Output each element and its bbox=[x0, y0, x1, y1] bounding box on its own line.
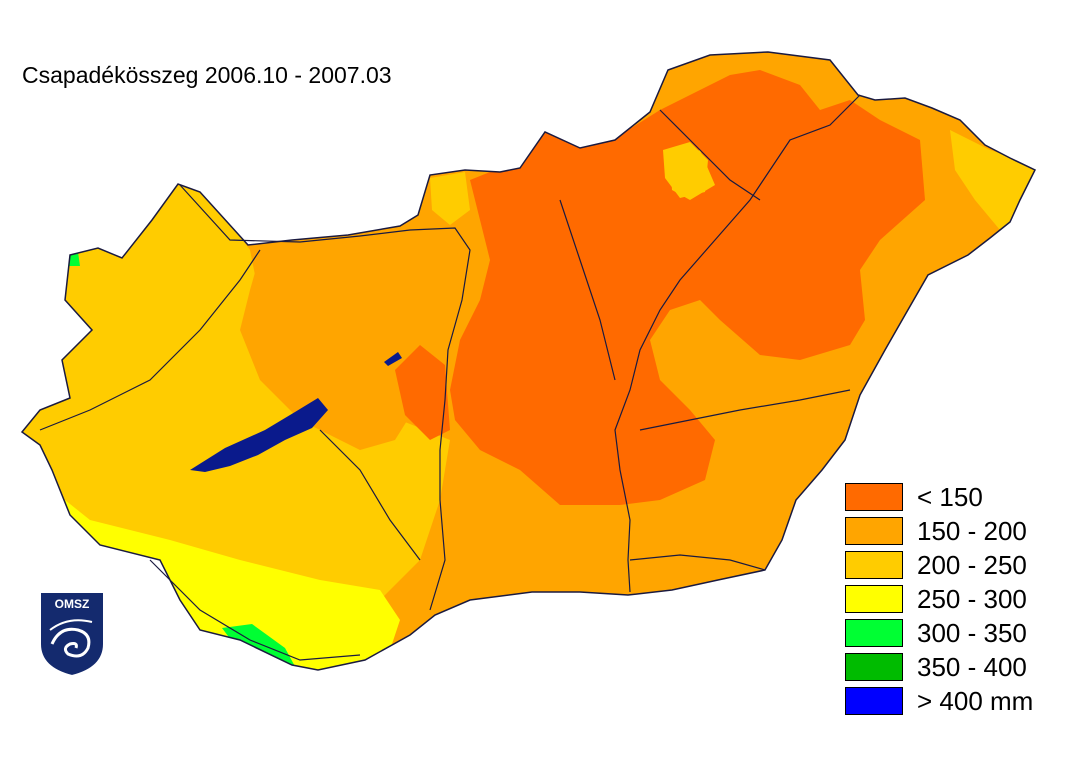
zone-lt150-central bbox=[450, 70, 925, 505]
legend-item: 150 - 200 bbox=[845, 514, 1033, 548]
legend-label: 200 - 250 bbox=[917, 549, 1027, 580]
river-drava bbox=[149, 559, 361, 661]
zone-200-250-ne bbox=[950, 130, 1035, 230]
legend-label: 350 - 400 bbox=[917, 651, 1027, 682]
legend-swatch bbox=[845, 483, 903, 511]
legend-label: < 150 bbox=[917, 481, 983, 512]
lake-velence bbox=[384, 352, 402, 366]
map-title: Csapadékösszeg 2006.10 - 2007.03 bbox=[22, 62, 392, 88]
country-border bbox=[20, 51, 1037, 671]
river-raba bbox=[39, 249, 261, 431]
river-koros bbox=[639, 389, 851, 431]
logo-text: OMSZ bbox=[54, 597, 90, 611]
legend-swatch bbox=[845, 551, 903, 579]
rivers bbox=[39, 94, 861, 661]
legend-swatch bbox=[845, 517, 903, 545]
legend-item: 250 - 300 bbox=[845, 582, 1033, 616]
river-maros bbox=[629, 554, 766, 571]
logo-shield-icon bbox=[39, 591, 105, 678]
legend-item: 300 - 350 bbox=[845, 616, 1033, 650]
river-tisza bbox=[614, 94, 861, 593]
legend-label: 300 - 350 bbox=[917, 617, 1027, 648]
omsz-logo: OMSZ bbox=[38, 590, 106, 678]
legend-item: 200 - 250 bbox=[845, 548, 1033, 582]
legend-swatch bbox=[845, 653, 903, 681]
river-sajo bbox=[659, 109, 761, 201]
legend-swatch bbox=[845, 687, 903, 715]
legend-item: 350 - 400 bbox=[845, 650, 1033, 684]
legend-label: 150 - 200 bbox=[917, 515, 1027, 546]
zone-150-200-north-center bbox=[670, 150, 715, 200]
legend-swatch bbox=[845, 585, 903, 613]
legend-swatch bbox=[845, 619, 903, 647]
legend-label: 250 - 300 bbox=[917, 583, 1027, 614]
zone-250-300-south bbox=[40, 480, 400, 670]
river-sio bbox=[319, 429, 421, 561]
river-zagyva bbox=[559, 199, 616, 381]
legend-item: < 150 bbox=[845, 480, 1033, 514]
legend: < 150 150 - 200 200 - 250 250 - 300 300 … bbox=[845, 480, 1033, 718]
zone-200-250-north bbox=[430, 172, 470, 225]
legend-label: > 400 mm bbox=[917, 685, 1034, 716]
river-danube bbox=[179, 184, 471, 611]
legend-item: > 400 mm bbox=[845, 684, 1033, 718]
zone-lt150-danube-east bbox=[395, 345, 450, 440]
lake-balaton bbox=[190, 398, 328, 472]
